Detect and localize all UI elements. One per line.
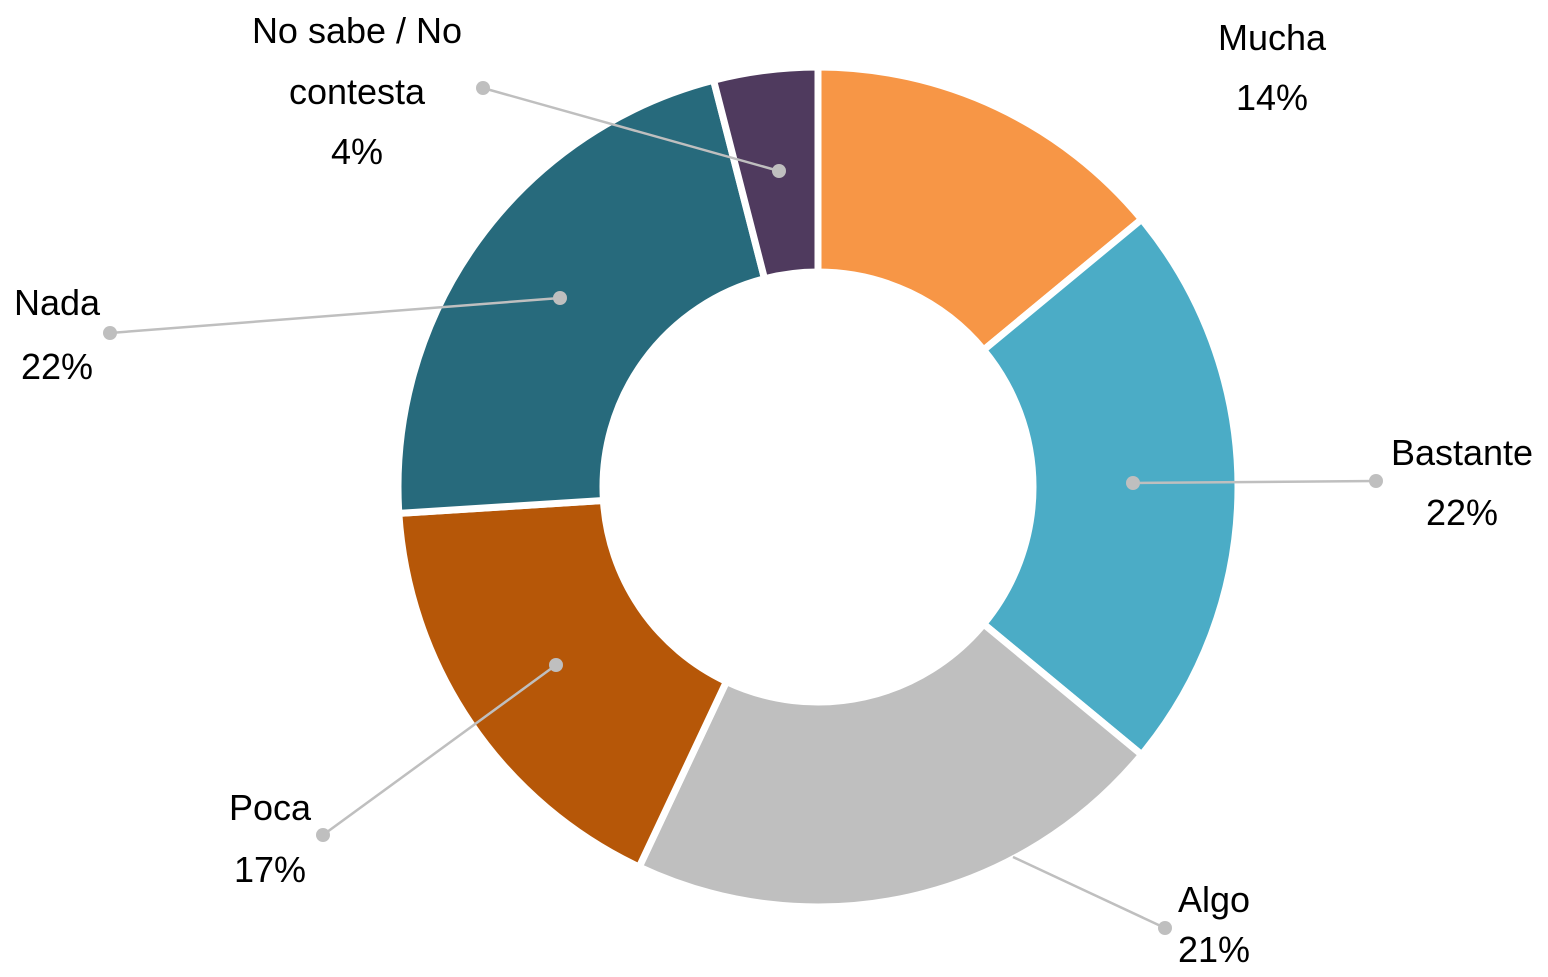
category-label: Bastante (1390, 432, 1534, 473)
donut-segment (709, 63, 822, 284)
leader-dot (549, 658, 563, 672)
leader-dot (316, 828, 330, 842)
category-label: Nada (13, 282, 101, 323)
category-label: Algo (1177, 879, 1251, 920)
donut-segment (978, 214, 1242, 760)
donut-segment (634, 619, 1147, 911)
category-label: No sabe / No contesta (251, 10, 463, 112)
leader-line (1012, 855, 1166, 930)
leader-dot (1158, 921, 1172, 935)
leader-dot (772, 164, 786, 178)
value-label: 21% (1177, 929, 1251, 970)
value-label: 14% (1235, 77, 1309, 118)
value-label: 22% (20, 346, 94, 387)
leader-dot (476, 81, 490, 95)
donut-segment (394, 75, 769, 518)
leader-dot (553, 291, 567, 305)
category-label: Poca (228, 787, 312, 828)
leader-dot (103, 326, 117, 340)
value-label: 22% (1425, 492, 1499, 533)
value-label: 4% (330, 131, 384, 172)
category-label: Mucha (1217, 17, 1327, 58)
donut-segment (395, 496, 732, 872)
leader-line (1132, 479, 1377, 485)
leader-line (109, 296, 561, 335)
donut-segment (814, 63, 1147, 355)
leader-line (482, 86, 780, 173)
leader-line (322, 663, 557, 837)
leader-dot (1126, 476, 1140, 490)
leader-dot (1369, 474, 1383, 488)
value-label: 17% (233, 849, 307, 890)
